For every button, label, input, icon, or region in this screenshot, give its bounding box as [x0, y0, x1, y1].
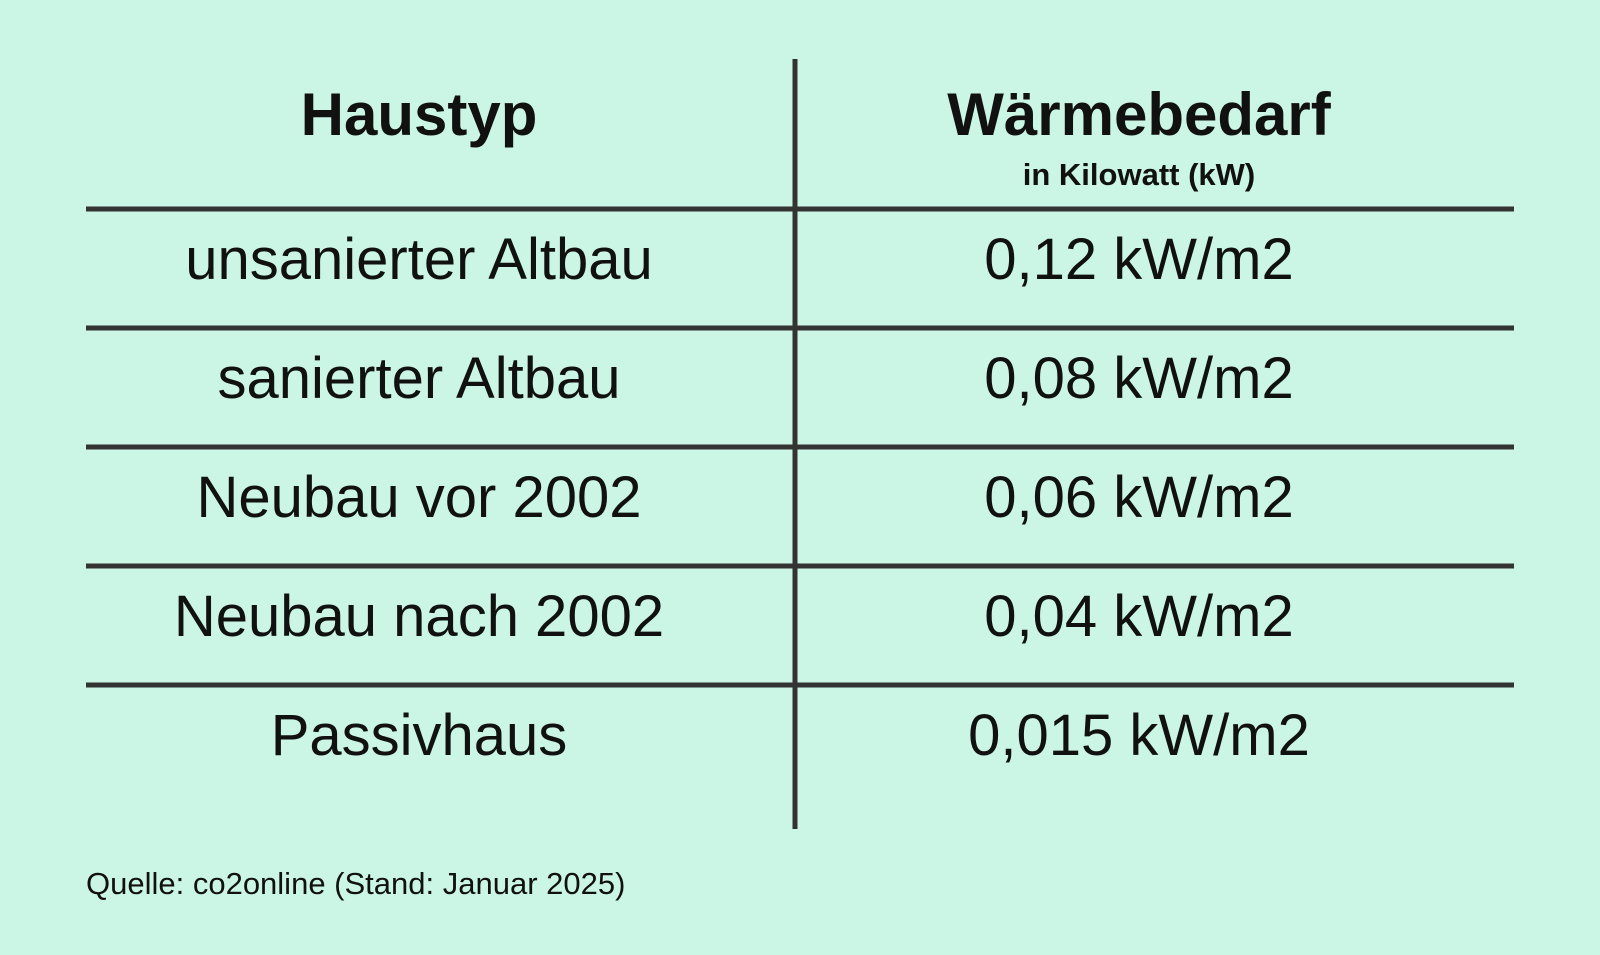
column-subheader: in Kilowatt (kW): [1023, 157, 1255, 192]
table-cell: 0,04 kW/m2: [984, 584, 1293, 649]
table-cell: 0,06 kW/m2: [984, 465, 1293, 530]
table-cell: 0,12 kW/m2: [984, 227, 1293, 292]
table-cell: Passivhaus: [271, 703, 568, 768]
source-note: Quelle: co2online (Stand: Januar 2025): [86, 866, 625, 901]
table-cell: Neubau vor 2002: [197, 465, 642, 530]
table-cell: unsanierter Altbau: [185, 227, 653, 292]
column-header: Haustyp: [301, 81, 538, 148]
table-cell: sanierter Altbau: [217, 346, 620, 411]
table-cell: 0,015 kW/m2: [968, 703, 1310, 768]
table-cell: 0,08 kW/m2: [984, 346, 1293, 411]
table-cell: Neubau nach 2002: [174, 584, 664, 649]
column-header: Wärmebedarf: [947, 81, 1331, 148]
